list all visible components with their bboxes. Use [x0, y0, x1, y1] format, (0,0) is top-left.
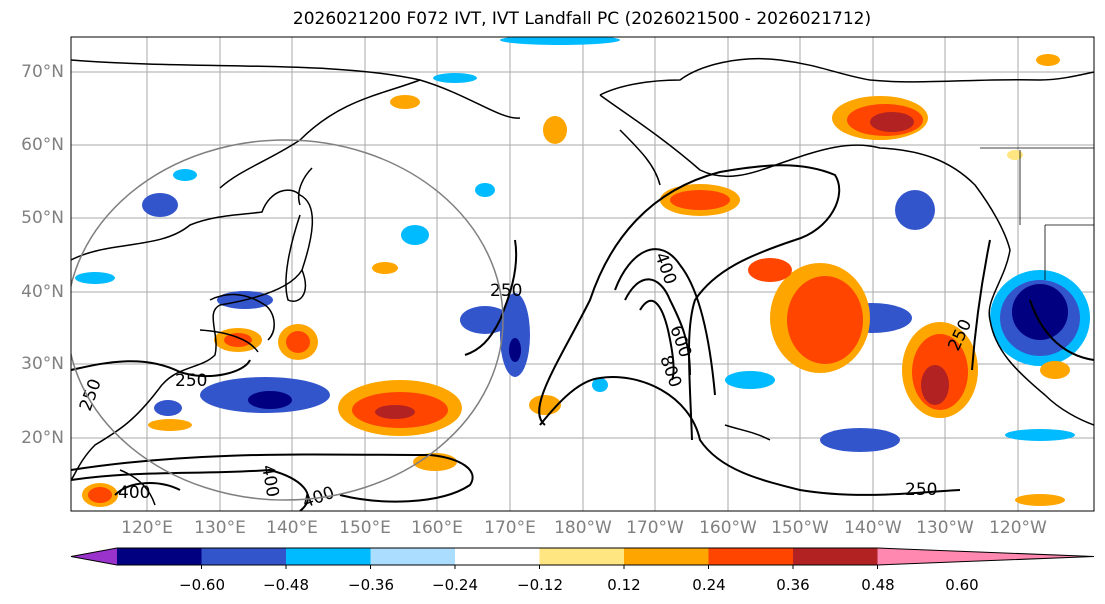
- colorbar-segment: [370, 548, 456, 565]
- lon-label: 130°W: [916, 518, 974, 538]
- colorbar-segment: [539, 548, 625, 565]
- lon-label: 150°E: [339, 518, 391, 538]
- lon-label: 180°W: [554, 518, 612, 538]
- positive-anomalies: [82, 54, 1070, 507]
- colorbar-segment: [117, 548, 202, 565]
- lon-label: 140°E: [266, 518, 318, 538]
- colorbar-tick-label: 0.36: [776, 576, 810, 594]
- lon-label: 160°W: [699, 518, 757, 538]
- lon-label: 130°E: [194, 518, 246, 538]
- contour-label: 400: [118, 483, 150, 503]
- map-title: 2026021200 F072 IVT, IVT Landfall PC (20…: [292, 9, 872, 29]
- landfall-region-circle: [71, 139, 504, 501]
- lat-label: 70°N: [21, 62, 64, 82]
- colorbar-tick-label: −0.60: [179, 576, 225, 594]
- lon-label: 120°E: [121, 518, 173, 538]
- colorbar-segment: [201, 548, 287, 565]
- coastlines: [71, 57, 1094, 506]
- colorbar-tick-label: 0.12: [607, 576, 641, 594]
- colorbar-segment: [624, 548, 709, 565]
- colorbar-tick-label: −0.24: [432, 576, 478, 594]
- contour-label: 250: [175, 371, 207, 391]
- colorbar-tick-label: 0.60: [945, 576, 979, 594]
- colorbar-tick-label: 0.24: [692, 576, 726, 594]
- colorbar-min-extension: [71, 548, 117, 565]
- lat-label: 30°N: [21, 354, 64, 374]
- lat-label: 20°N: [21, 428, 64, 448]
- colorbar-tick-label: 0.48: [861, 576, 895, 594]
- lon-label: 170°E: [484, 518, 536, 538]
- colorbar-tick-label: −0.12: [517, 576, 563, 594]
- lon-label: 170°W: [626, 518, 684, 538]
- colorbar-tick-label: −0.48: [263, 576, 309, 594]
- lon-label: 150°W: [771, 518, 829, 538]
- map-frame: [70, 36, 1095, 512]
- lon-label: 160°E: [411, 518, 463, 538]
- colorbar-segment: [793, 548, 878, 565]
- lat-label: 40°N: [21, 282, 64, 302]
- colorbar-segment: [286, 548, 371, 565]
- negative-anomalies: [75, 37, 1090, 452]
- ivt-contours: [71, 164, 1094, 511]
- lat-label: 50°N: [21, 208, 64, 228]
- lon-label: 120°W: [989, 518, 1047, 538]
- colorbar-segment: [455, 548, 540, 565]
- colorbar-tick-label: −0.36: [348, 576, 394, 594]
- contour-label: 250: [490, 281, 522, 301]
- lon-label: 140°W: [844, 518, 902, 538]
- borders: [980, 147, 1094, 280]
- colorbar-segment: [708, 548, 794, 565]
- colorbar-outline: [70, 547, 1095, 566]
- contour-label: 250: [905, 480, 937, 500]
- lat-label: 60°N: [21, 135, 64, 155]
- colorbar-max-extension: [877, 548, 1094, 565]
